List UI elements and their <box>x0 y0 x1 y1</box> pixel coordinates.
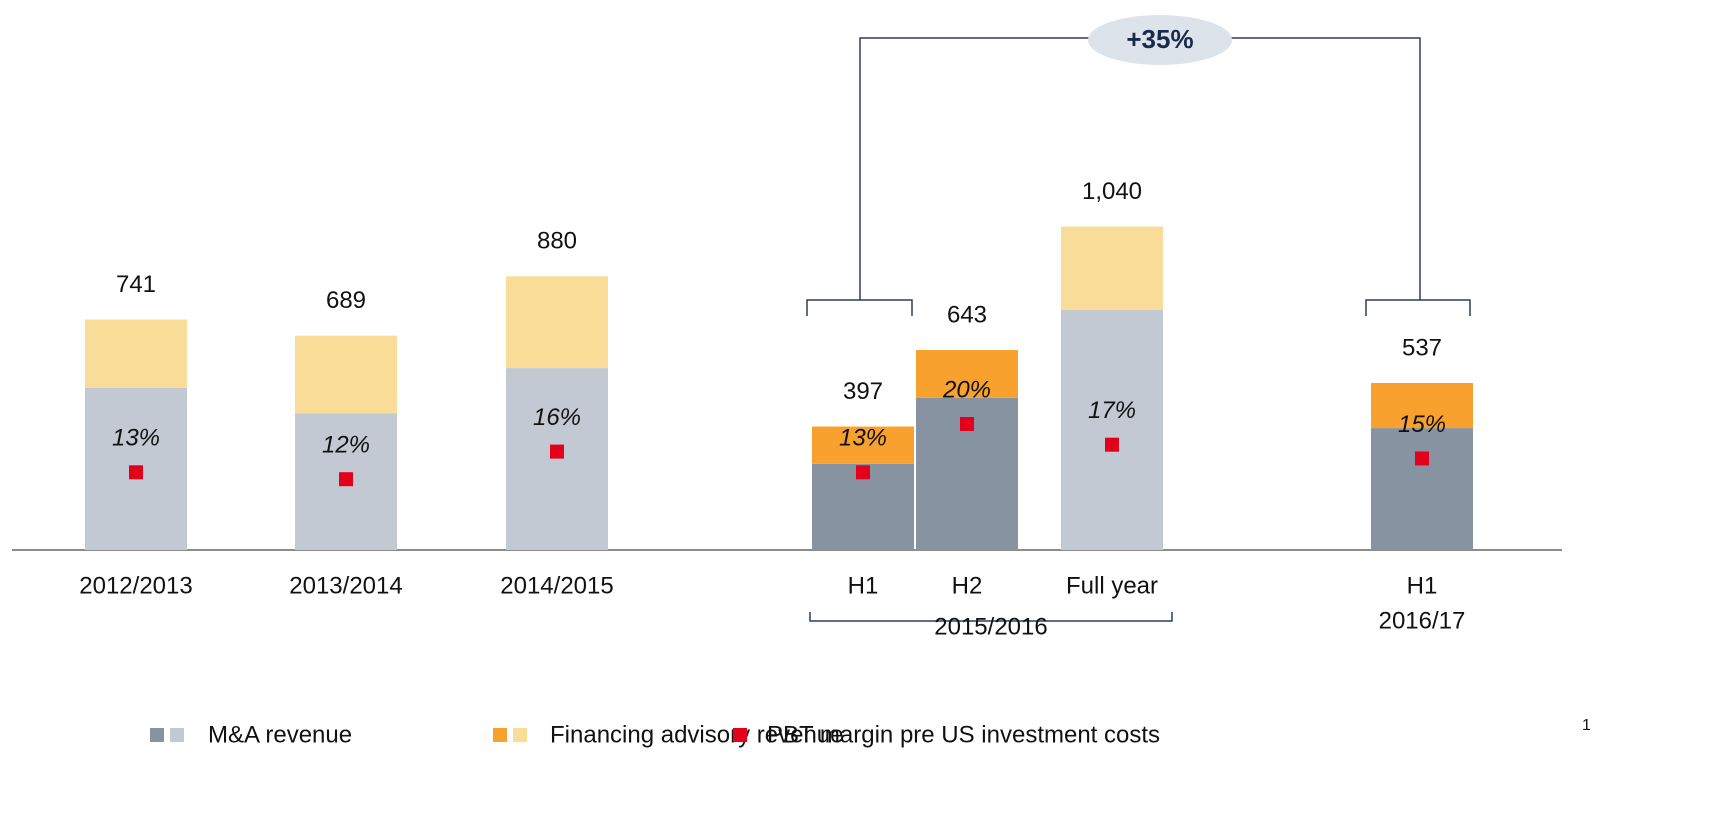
margin-marker <box>960 417 974 431</box>
period-label: 2016/17 <box>1379 607 1466 634</box>
total-label: 689 <box>326 287 366 314</box>
margin-marker <box>129 465 143 480</box>
total-label: 741 <box>116 271 156 298</box>
x-tick-label: H2 <box>952 572 983 599</box>
group-bracket <box>809 612 1173 622</box>
growth-bubble <box>1088 15 1232 65</box>
margin-marker <box>339 472 353 487</box>
bar-segment <box>916 350 1018 398</box>
total-label: 880 <box>537 228 577 255</box>
bar-segment <box>1371 382 1473 429</box>
legend-swatch <box>513 728 527 742</box>
bar-segment <box>506 276 608 369</box>
bar-segment <box>1371 428 1473 550</box>
footnote-ref: 1 <box>1582 717 1591 734</box>
total-label: 397 <box>843 378 883 405</box>
margin-label: 13% <box>112 425 160 452</box>
total-label: 643 <box>947 301 987 328</box>
margin-label: 13% <box>839 425 887 452</box>
x-tick-label: 2013/2014 <box>289 572 402 599</box>
margin-marker <box>856 465 870 480</box>
margin-marker <box>1415 451 1429 466</box>
group-label: 2015/2016 <box>934 613 1047 640</box>
growth-bracket <box>806 37 1471 316</box>
legend-label: PBT margin pre US investment costs <box>767 721 1160 748</box>
total-label: 1,040 <box>1082 178 1142 205</box>
legend-swatch <box>493 728 507 742</box>
bar-segment <box>295 335 397 414</box>
x-tick-label: 2012/2013 <box>79 572 192 599</box>
margin-marker <box>550 444 564 459</box>
x-tick-label: 2014/2015 <box>500 572 613 599</box>
bar-segment <box>1061 309 1163 550</box>
x-tick-label: H1 <box>848 572 879 599</box>
legend-swatch <box>733 728 747 742</box>
total-label: 537 <box>1402 334 1442 361</box>
growth-label: +35% <box>1126 24 1193 54</box>
margin-marker <box>1105 437 1119 452</box>
x-tick-label: Full year <box>1066 572 1158 599</box>
legend-swatch <box>170 728 184 742</box>
margin-label: 17% <box>1088 397 1136 424</box>
margin-label: 12% <box>322 432 370 459</box>
bar-segment <box>812 426 914 464</box>
legend-swatch <box>150 728 164 742</box>
margin-label: 16% <box>533 404 581 431</box>
bar-segment <box>506 368 608 550</box>
x-tick-label: H1 <box>1407 572 1438 599</box>
bar-segment <box>1061 226 1163 310</box>
legend-label: Financing advisory revenue <box>550 721 844 748</box>
bar-segment <box>85 319 187 388</box>
legend-label: M&A revenue <box>208 721 352 748</box>
margin-label: 20% <box>942 376 991 403</box>
margin-label: 15% <box>1398 411 1446 438</box>
